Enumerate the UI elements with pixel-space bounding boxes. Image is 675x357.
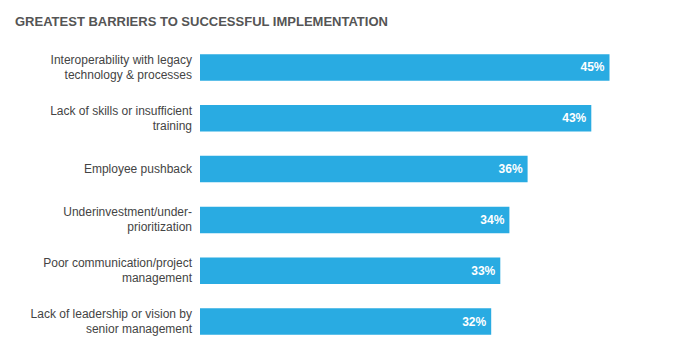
svg-text:training: training bbox=[153, 119, 192, 133]
svg-text:Lack of skills or insufficient: Lack of skills or insufficient bbox=[50, 104, 193, 118]
svg-text:43%: 43% bbox=[562, 111, 586, 125]
svg-text:Underinvestment/under-: Underinvestment/under- bbox=[63, 205, 192, 219]
svg-text:45%: 45% bbox=[580, 60, 604, 74]
svg-text:32%: 32% bbox=[462, 315, 486, 329]
svg-text:technology & processes: technology & processes bbox=[65, 68, 192, 82]
svg-text:Interoperability with legacy: Interoperability with legacy bbox=[51, 53, 192, 67]
svg-text:34%: 34% bbox=[480, 213, 504, 227]
svg-text:Employee pushback: Employee pushback bbox=[84, 162, 193, 176]
svg-text:management: management bbox=[122, 271, 193, 285]
svg-text:33%: 33% bbox=[471, 264, 495, 278]
svg-text:Lack of leadership or vision b: Lack of leadership or vision by bbox=[31, 307, 192, 321]
svg-text:Poor communication/project: Poor communication/project bbox=[43, 256, 192, 270]
svg-text:prioritization: prioritization bbox=[127, 220, 192, 234]
svg-text:senior management: senior management bbox=[86, 322, 193, 336]
svg-text:36%: 36% bbox=[499, 162, 523, 176]
svg-text:GREATEST BARRIERS TO SUCCESSFU: GREATEST BARRIERS TO SUCCESSFUL IMPLEMEN… bbox=[15, 14, 388, 29]
